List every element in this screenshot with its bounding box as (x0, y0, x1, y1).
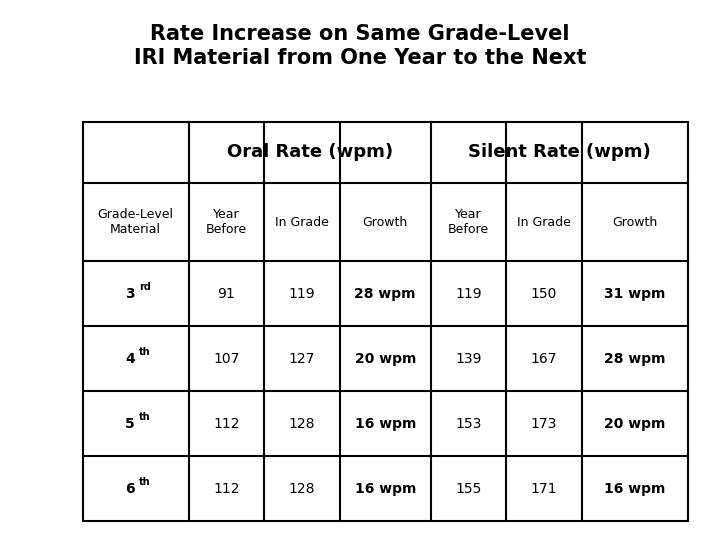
Text: Year
Before: Year Before (206, 208, 247, 237)
Text: In Grade: In Grade (275, 216, 329, 229)
Text: Growth: Growth (612, 216, 657, 229)
Text: 112: 112 (213, 482, 240, 496)
Text: rd: rd (139, 282, 151, 292)
Text: 20 wpm: 20 wpm (354, 352, 416, 366)
Text: 3: 3 (125, 287, 135, 301)
Text: 20 wpm: 20 wpm (604, 417, 665, 431)
Text: 91: 91 (217, 287, 235, 301)
Text: 171: 171 (531, 482, 557, 496)
Text: 119: 119 (289, 287, 315, 301)
Text: 119: 119 (455, 287, 482, 301)
Text: 4: 4 (125, 352, 135, 366)
Text: 167: 167 (531, 352, 557, 366)
Text: 150: 150 (531, 287, 557, 301)
Text: Grade-Level
Material: Grade-Level Material (98, 208, 174, 237)
Text: 28 wpm: 28 wpm (354, 287, 416, 301)
Text: 173: 173 (531, 417, 557, 431)
Text: 6: 6 (125, 482, 135, 496)
Text: Year
Before: Year Before (448, 208, 489, 237)
Text: 128: 128 (289, 482, 315, 496)
Text: Rate Increase on Same Grade-Level
IRI Material from One Year to the Next: Rate Increase on Same Grade-Level IRI Ma… (134, 24, 586, 68)
Text: 128: 128 (289, 417, 315, 431)
Text: 5: 5 (125, 417, 135, 431)
Text: 31 wpm: 31 wpm (604, 287, 665, 301)
Text: 155: 155 (455, 482, 482, 496)
Text: 16 wpm: 16 wpm (354, 482, 416, 496)
Text: 112: 112 (213, 417, 240, 431)
Text: th: th (139, 347, 151, 357)
Text: 28 wpm: 28 wpm (604, 352, 665, 366)
Text: Oral Rate (wpm): Oral Rate (wpm) (227, 144, 392, 161)
Text: 127: 127 (289, 352, 315, 366)
Text: 16 wpm: 16 wpm (354, 417, 416, 431)
Text: th: th (139, 477, 151, 487)
Text: th: th (139, 412, 151, 422)
Text: Growth: Growth (363, 216, 408, 229)
Text: 16 wpm: 16 wpm (604, 482, 665, 496)
Text: 153: 153 (455, 417, 482, 431)
Text: 139: 139 (455, 352, 482, 366)
Text: 107: 107 (213, 352, 240, 366)
Text: Silent Rate (wpm): Silent Rate (wpm) (468, 144, 650, 161)
Text: In Grade: In Grade (517, 216, 571, 229)
